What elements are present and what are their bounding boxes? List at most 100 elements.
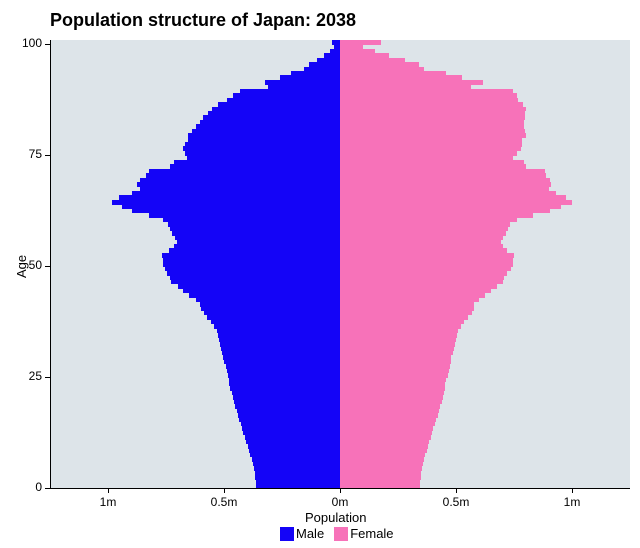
male-bar xyxy=(149,169,340,174)
male-bar xyxy=(185,151,340,156)
male-bar xyxy=(167,271,340,276)
male-bar xyxy=(330,49,340,54)
male-bar xyxy=(122,204,340,209)
female-bar xyxy=(340,169,545,174)
male-bar xyxy=(242,426,340,431)
male-bar xyxy=(200,302,340,307)
male-bar xyxy=(137,182,340,187)
male-bar xyxy=(280,75,340,80)
female-bar xyxy=(340,359,451,364)
female-bar xyxy=(340,413,438,418)
legend: Male Female xyxy=(280,526,394,541)
male-bar xyxy=(324,53,340,58)
female-bar xyxy=(340,315,468,320)
male-bar xyxy=(169,248,340,253)
male-bar xyxy=(189,293,340,298)
female-bar xyxy=(340,448,427,453)
male-bar xyxy=(217,328,340,333)
female-bar xyxy=(340,328,458,333)
female-bar xyxy=(340,430,432,435)
female-bar xyxy=(340,133,526,138)
x-tick xyxy=(456,488,457,493)
male-bar xyxy=(171,280,340,285)
male-bar xyxy=(162,253,340,258)
male-bar xyxy=(178,284,340,289)
female-bar xyxy=(340,160,524,165)
female-bar xyxy=(340,191,556,196)
x-tick-label: 0.5m xyxy=(436,495,476,509)
male-bar xyxy=(268,84,340,89)
male-bar xyxy=(241,421,340,426)
male-bar xyxy=(234,399,340,404)
x-tick xyxy=(108,488,109,493)
male-bar xyxy=(252,457,340,462)
female-bar xyxy=(340,408,439,413)
male-bar xyxy=(146,173,340,178)
male-bar xyxy=(214,324,340,329)
x-tick-label: 0m xyxy=(320,495,360,509)
female-bar xyxy=(340,200,572,205)
male-bar xyxy=(168,222,340,227)
male-bar xyxy=(201,306,340,311)
female-bar xyxy=(340,71,446,76)
male-bar xyxy=(200,120,340,125)
female-bar xyxy=(340,58,405,63)
male-bar xyxy=(132,191,340,196)
female-bar xyxy=(340,138,522,143)
male-bar xyxy=(227,98,340,103)
male-bar xyxy=(221,346,340,351)
male-bar xyxy=(149,213,340,218)
y-tick-label: 75 xyxy=(29,147,42,161)
male-bar xyxy=(174,160,340,165)
y-tick xyxy=(45,266,50,267)
male-bar xyxy=(250,453,340,458)
male-bar xyxy=(233,93,340,98)
male-bar xyxy=(204,311,340,316)
male-bar xyxy=(140,186,340,191)
female-bar xyxy=(340,293,485,298)
x-tick-label: 1m xyxy=(88,495,128,509)
female-bar xyxy=(340,155,513,160)
male-bar xyxy=(332,40,340,45)
chart-title: Population structure of Japan: 2038 xyxy=(50,10,356,31)
x-axis-title: Population xyxy=(305,510,366,525)
female-bar xyxy=(340,280,503,285)
female-bar xyxy=(340,40,381,45)
female-bar xyxy=(340,461,423,466)
male-bar xyxy=(187,155,340,160)
female-bar xyxy=(340,404,440,409)
male-bar xyxy=(163,257,340,262)
male-bar xyxy=(256,479,340,484)
female-bar xyxy=(340,302,474,307)
female-bar xyxy=(340,257,513,262)
male-bar xyxy=(232,390,340,395)
male-bar xyxy=(208,111,340,116)
male-bar xyxy=(255,475,340,480)
female-bar xyxy=(340,231,506,236)
female-bar xyxy=(340,209,550,214)
female-bar xyxy=(340,275,504,280)
female-bar xyxy=(340,470,421,475)
female-bar xyxy=(340,306,474,311)
male-bar xyxy=(233,395,340,400)
female-bar xyxy=(340,373,448,378)
female-bar xyxy=(340,399,442,404)
female-bar xyxy=(340,324,461,329)
y-tick-label: 25 xyxy=(29,369,42,383)
female-bar xyxy=(340,120,524,125)
female-bar xyxy=(340,475,421,480)
male-bar xyxy=(211,319,340,324)
female-bar xyxy=(340,75,462,80)
female-bar xyxy=(340,466,422,471)
female-bar xyxy=(340,333,457,338)
female-bar xyxy=(340,107,526,112)
female-bar xyxy=(340,426,433,431)
male-bar xyxy=(170,226,340,231)
male-bar xyxy=(223,355,340,360)
y-axis-title: Age xyxy=(14,255,29,278)
female-bar xyxy=(340,297,479,302)
male-bar xyxy=(219,337,340,342)
male-bar xyxy=(183,146,340,151)
male-bar xyxy=(243,430,340,435)
male-bar xyxy=(265,80,340,85)
